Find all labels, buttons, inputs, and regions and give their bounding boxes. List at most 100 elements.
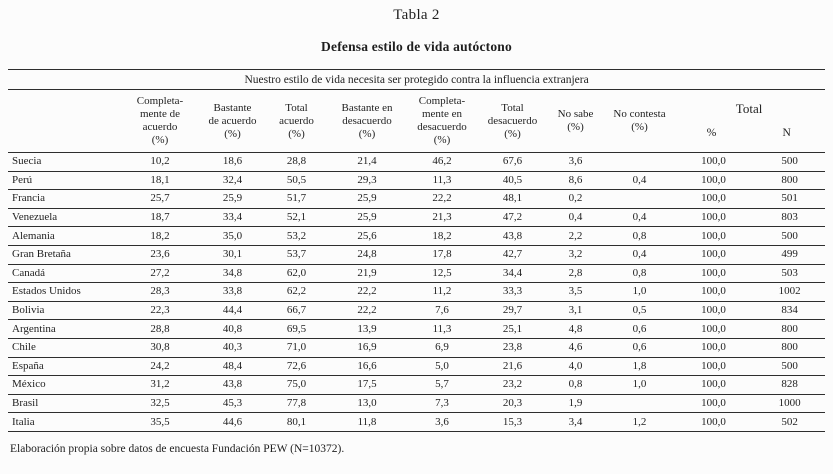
value-cell: 5,7	[404, 375, 480, 395]
value-cell: 53,7	[263, 245, 330, 265]
country-cell: Canadá	[8, 264, 118, 284]
column-header: Bastante de acuerdo (%)	[202, 89, 263, 153]
value-cell: 40,8	[202, 319, 263, 339]
country-cell: Venezuela	[8, 208, 118, 228]
value-cell: 45,3	[202, 394, 263, 414]
value-cell: 11,3	[404, 319, 480, 339]
value-cell: 51,7	[263, 189, 330, 209]
value-cell: 48,1	[480, 189, 545, 209]
value-cell: 66,7	[263, 301, 330, 321]
value-cell: 31,2	[118, 375, 202, 395]
value-cell: 100,0	[673, 338, 754, 358]
column-header: Total acuerdo (%)	[263, 89, 330, 153]
value-cell: 27,2	[118, 264, 202, 284]
value-cell: 28,8	[263, 152, 330, 172]
value-cell: 100,0	[673, 394, 754, 414]
value-cell: 16,9	[330, 338, 404, 358]
value-cell: 8,6	[545, 171, 606, 191]
country-cell: Chile	[8, 338, 118, 358]
country-cell: Brasil	[8, 394, 118, 414]
country-cell: Bolivia	[8, 301, 118, 321]
value-cell: 500	[754, 152, 826, 172]
value-cell: 1,0	[606, 282, 673, 302]
table-row: Venezuela 18,7 33,4 52,1 25,9 21,3 47,2 0,4 0,4 1…	[8, 208, 826, 228]
table-row: Argentina 28,8 40,8 69,5 13,9 11,3 25,1 4,8 0,6 1…	[8, 319, 826, 339]
value-cell: 0,4	[606, 208, 673, 228]
value-cell: 100,0	[673, 319, 754, 339]
source-note: Elaboración propia sobre datos de encues…	[10, 442, 345, 455]
question-header-row: Nuestro estilo de vida necesita ser prot…	[8, 69, 826, 90]
value-cell: 29,7	[480, 301, 545, 321]
value-cell: 30,1	[202, 245, 263, 265]
value-cell: 62,2	[263, 282, 330, 302]
total-label: Total	[735, 101, 763, 116]
table-number-title: Tabla 2	[393, 7, 440, 23]
value-cell: 800	[754, 319, 826, 339]
country-cell: España	[8, 357, 118, 377]
value-cell: 33,4	[202, 208, 263, 228]
value-cell: 18,7	[118, 208, 202, 228]
value-cell: 0,8	[606, 264, 673, 284]
country-cell: México	[8, 375, 118, 395]
value-cell: 25,1	[480, 319, 545, 339]
table-row: Chile 30,8 40,3 71,0 16,9 6,9 23,8 4,6 0,6 100,0 8…	[8, 338, 826, 358]
total-column-header: Total % N	[673, 89, 826, 153]
value-cell: 32,4	[202, 171, 263, 191]
table-row: Gran Bretaña 23,6 30,1 53,7 24,8 17,8 42,7 3,2 0…	[8, 245, 826, 265]
value-cell: 72,6	[263, 357, 330, 377]
value-cell: 24,2	[118, 357, 202, 377]
value-cell: 25,9	[330, 208, 404, 228]
table-row: Bolivia 22,3 44,4 66,7 22,2 7,6 29,7 3,1 0,5 100,…	[8, 301, 826, 321]
value-cell: 21,3	[404, 208, 480, 228]
value-cell: 28,3	[118, 282, 202, 302]
value-cell: 48,4	[202, 357, 263, 377]
value-cell: 18,2	[404, 226, 480, 246]
value-cell: 3,2	[545, 245, 606, 265]
value-cell: 100,0	[673, 357, 754, 377]
value-cell: 35,5	[118, 412, 202, 432]
value-cell: 24,8	[330, 245, 404, 265]
value-cell: 52,1	[263, 208, 330, 228]
value-cell: 100,0	[673, 412, 754, 432]
column-header-row: Completa-mente de acuerdo (%) Bastante de ac…	[8, 89, 826, 153]
value-cell: 800	[754, 338, 826, 358]
value-cell: 3,5	[545, 282, 606, 302]
value-cell: 35,0	[202, 226, 263, 246]
value-cell: 12,5	[404, 264, 480, 284]
value-cell: 3,1	[545, 301, 606, 321]
column-header: No contesta (%)	[606, 89, 673, 153]
value-cell: 43,8	[202, 375, 263, 395]
value-cell: 7,6	[404, 301, 480, 321]
value-cell: 499	[754, 245, 826, 265]
table-row: Estados Unidos 28,3 33,8 62,2 22,2 11,2 33,3 3,…	[8, 282, 826, 302]
value-cell: 21,4	[330, 152, 404, 172]
table-row: Perú 18,1 32,4 50,5 29,3 11,3 40,5 8,6 0,4 100,0 8…	[8, 171, 826, 191]
value-cell: 11,8	[330, 412, 404, 432]
country-cell: Gran Bretaña	[8, 245, 118, 265]
value-cell: 0,4	[545, 208, 606, 228]
value-cell: 67,6	[480, 152, 545, 172]
value-cell: 77,8	[263, 394, 330, 414]
value-cell: 44,6	[202, 412, 263, 432]
value-cell	[606, 189, 673, 209]
column-header: Completa-mente en desacuerdo (%)	[404, 89, 480, 153]
value-cell: 80,1	[263, 412, 330, 432]
value-cell: 42,7	[480, 245, 545, 265]
column-header: Completa-mente de acuerdo (%)	[118, 89, 202, 153]
value-cell: 25,9	[202, 189, 263, 209]
value-cell: 53,2	[263, 226, 330, 246]
value-cell: 22,2	[330, 301, 404, 321]
value-cell: 0,5	[606, 301, 673, 321]
value-cell: 33,8	[202, 282, 263, 302]
value-cell: 5,0	[404, 357, 480, 377]
value-cell: 3,4	[545, 412, 606, 432]
value-cell: 828	[754, 375, 826, 395]
value-cell: 23,8	[480, 338, 545, 358]
country-cell: Estados Unidos	[8, 282, 118, 302]
column-header: Bastante en desacuerdo (%)	[330, 89, 404, 153]
value-cell: 21,6	[480, 357, 545, 377]
value-cell: 1,8	[606, 357, 673, 377]
value-cell: 15,3	[480, 412, 545, 432]
value-cell: 4,8	[545, 319, 606, 339]
value-cell: 29,3	[330, 171, 404, 191]
